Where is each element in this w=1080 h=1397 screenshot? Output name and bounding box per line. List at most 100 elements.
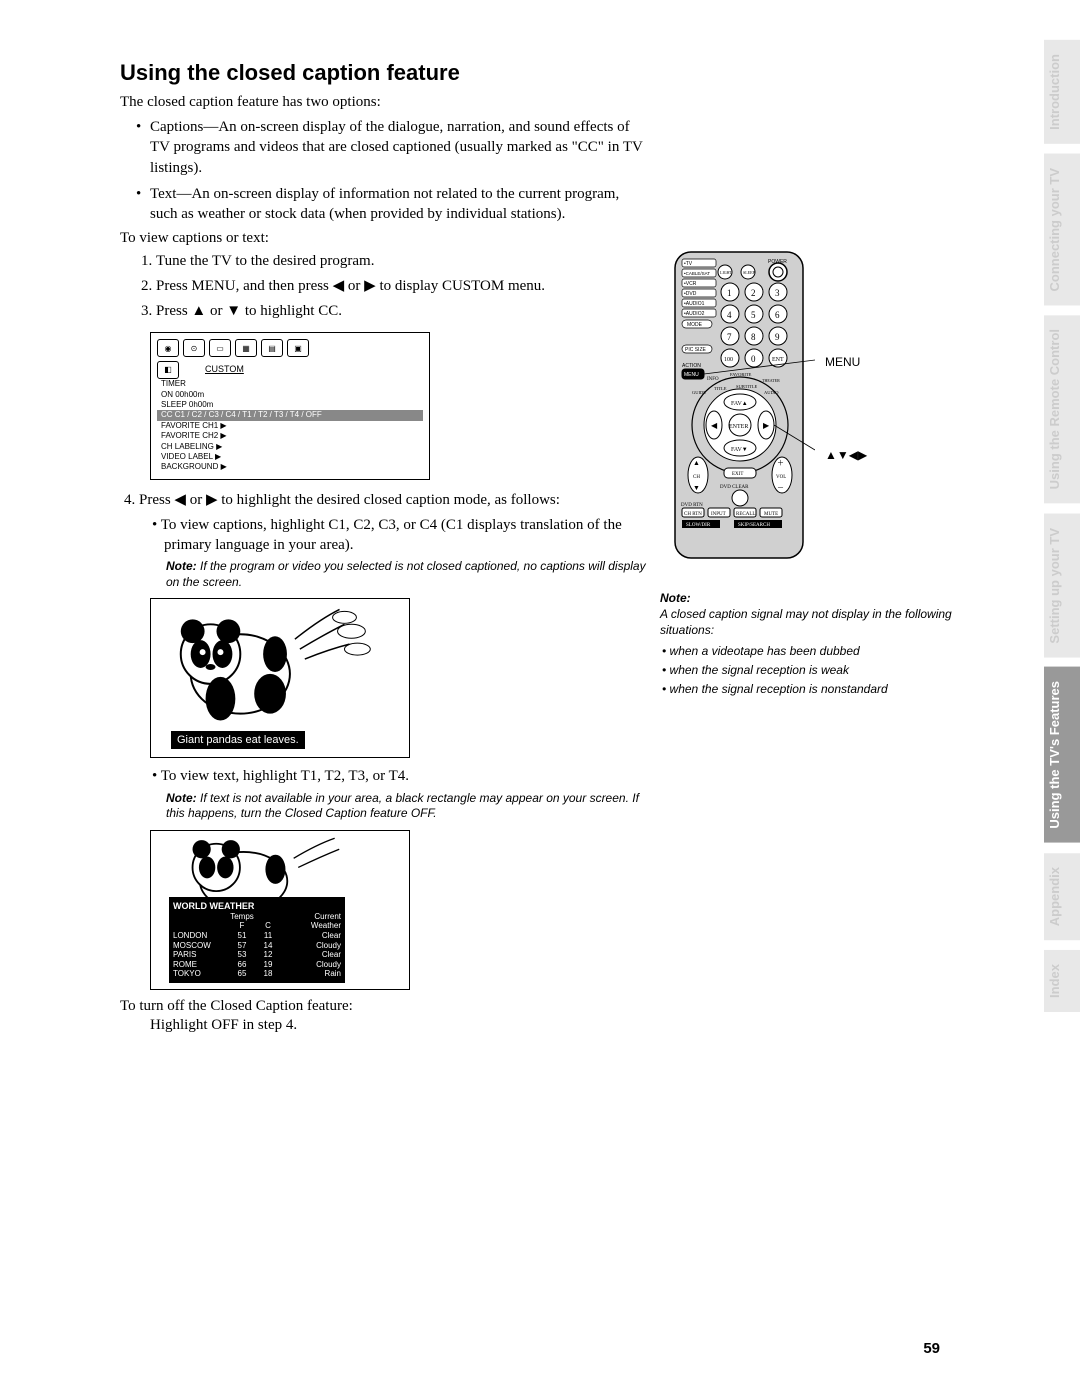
svg-text:EXIT: EXIT: [732, 472, 743, 477]
sidebar-tabs: Introduction Connecting your TV Using th…: [1044, 40, 1080, 1022]
svg-text:7: 7: [727, 332, 732, 342]
svg-text:CH: CH: [693, 475, 700, 480]
svg-text:－: －: [777, 484, 784, 492]
menu-row: FAVORITE CH1 ▶: [157, 421, 423, 431]
steps-list: Tune the TV to the desired program. Pres…: [120, 251, 650, 322]
svg-text:•TV: •TV: [684, 261, 693, 267]
view-label: To view captions or text:: [120, 230, 650, 247]
svg-text:FAVORITE: FAVORITE: [730, 372, 752, 377]
svg-text:4: 4: [727, 310, 732, 320]
note-2-text: If text is not available in your area, a…: [166, 791, 639, 821]
svg-text:8: 8: [751, 332, 756, 342]
panda-svg: [151, 599, 409, 729]
remote-arrows-label: ▲▼◀▶: [825, 448, 867, 462]
weather-row: LONDON5111Clear: [173, 931, 341, 941]
svg-text:1: 1: [727, 288, 732, 298]
custom-menu-diagram: ◉ ⊙ ▭ ▦ ▤ ▣ ◧ CUSTOM TIMER ON 00h00m SLE…: [150, 332, 430, 480]
menu-row: FAVORITE CH2 ▶: [157, 431, 423, 441]
weather-subheader: FCWeather: [173, 921, 341, 931]
note-item: when the signal reception is weak: [662, 662, 980, 678]
tab-connecting[interactable]: Connecting your TV: [1044, 154, 1080, 306]
right-note-label: Note:: [660, 591, 691, 605]
tab-appendix[interactable]: Appendix: [1044, 853, 1080, 940]
step-1: Tune the TV to the desired program.: [156, 251, 650, 272]
menu-row: BACKGROUND ▶: [157, 462, 423, 472]
menu-body: ◧ CUSTOM TIMER ON 00h00m SLEEP 0h00m CC …: [157, 361, 423, 473]
svg-text:SKIP/SEARCH: SKIP/SEARCH: [738, 523, 770, 528]
svg-text:ACTION: ACTION: [682, 363, 701, 369]
turnoff-sub: Highlight OFF in step 4.: [120, 1017, 650, 1034]
svg-text:MUTE: MUTE: [764, 512, 778, 517]
menu-icon: ◉: [157, 339, 179, 357]
tab-introduction[interactable]: Introduction: [1044, 40, 1080, 144]
panda-illustration: Giant pandas eat leaves.: [150, 598, 410, 758]
note-2: Note: If text is not available in your a…: [120, 791, 650, 822]
svg-text:INPUT: INPUT: [711, 512, 726, 517]
turnoff-label: To turn off the Closed Caption feature:: [120, 998, 650, 1015]
svg-text:ENTER: ENTER: [729, 424, 748, 430]
svg-text:INFO: INFO: [707, 377, 719, 382]
svg-text:•AUDIO2: •AUDIO2: [684, 311, 705, 317]
page-title: Using the closed caption feature: [120, 60, 650, 86]
step4-sub-captions: • To view captions, highlight C1, C2, C3…: [120, 515, 650, 556]
svg-text:◀: ◀: [711, 421, 718, 430]
tab-remote[interactable]: Using the Remote Control: [1044, 315, 1080, 503]
svg-text:SLEEP: SLEEP: [743, 270, 756, 275]
menu-row: SLEEP 0h00m: [157, 400, 423, 410]
tab-index[interactable]: Index: [1044, 950, 1080, 1012]
main-content: Using the closed caption feature The clo…: [120, 60, 650, 1034]
bullet-text: Text—An on-screen display of information…: [150, 184, 650, 225]
svg-text:•AUDIO1: •AUDIO1: [684, 301, 705, 307]
svg-text:•VCR: •VCR: [684, 281, 697, 287]
svg-text:RECALL: RECALL: [736, 512, 755, 517]
step-3: Press ▲ or ▼ to highlight CC.: [156, 301, 650, 322]
remote-menu-label: MENU: [825, 355, 860, 369]
menu-icon: ▤: [261, 339, 283, 357]
svg-text:3: 3: [775, 288, 780, 298]
note-item: when a videotape has been dubbed: [662, 643, 980, 659]
note-label: Note:: [166, 559, 197, 573]
text-bullet: • To view text, highlight T1, T2, T3, or…: [120, 766, 650, 786]
svg-text:DVD CLEAR: DVD CLEAR: [720, 485, 749, 490]
svg-text:DVD RTN: DVD RTN: [681, 503, 703, 508]
note-1-text: If the program or video you selected is …: [166, 559, 646, 589]
weather-table: WORLD WEATHER TempsCurrent FCWeather LON…: [169, 897, 345, 983]
right-column: •TV •CABLE/SAT •VCR •DVD •AUDIO1 •AUDIO2…: [660, 60, 980, 700]
svg-text:0: 0: [751, 354, 756, 364]
weather-row: PARIS5312Clear: [173, 950, 341, 960]
svg-text:LIGHT: LIGHT: [720, 270, 733, 275]
svg-text:SLOW/DIR: SLOW/DIR: [686, 523, 711, 528]
menu-row-cc: CC C1 / C2 / C3 / C4 / T1 / T2 / T3 / T4…: [157, 410, 423, 420]
menu-icon: ⊙: [183, 339, 205, 357]
right-note-intro: A closed caption signal may not display …: [660, 607, 952, 637]
menu-icon: ▣: [287, 339, 309, 357]
custom-icon: ◧: [157, 361, 179, 379]
tab-setup[interactable]: Setting up your TV: [1044, 514, 1080, 658]
svg-text:ENT: ENT: [772, 357, 784, 363]
svg-text:FAV▲: FAV▲: [731, 401, 748, 407]
weather-header: TempsCurrent: [173, 912, 341, 922]
right-note: Note: A closed caption signal may not di…: [660, 590, 980, 697]
svg-text:CH RTN: CH RTN: [684, 512, 702, 517]
intro-text: The closed caption feature has two optio…: [120, 94, 650, 111]
tab-features[interactable]: Using the TV's Features: [1044, 667, 1080, 843]
svg-text:100: 100: [724, 357, 733, 363]
step-4: 4. Press ◀ or ▶ to highlight the desired…: [120, 490, 650, 511]
weather-illustration: WORLD WEATHER TempsCurrent FCWeather LON…: [150, 830, 410, 990]
svg-text:MENU: MENU: [684, 372, 699, 378]
remote-svg: •TV •CABLE/SAT •VCR •DVD •AUDIO1 •AUDIO2…: [670, 250, 815, 560]
svg-text:VOL: VOL: [776, 475, 786, 480]
menu-row: CH LABELING ▶: [157, 442, 423, 452]
weather-title: WORLD WEATHER: [173, 901, 341, 912]
right-note-list: when a videotape has been dubbed when th…: [660, 643, 980, 698]
menu-row: VIDEO LABEL ▶: [157, 452, 423, 462]
bullet-captions: Captions—An on-screen display of the dia…: [150, 117, 650, 178]
svg-text:▲: ▲: [693, 459, 700, 467]
svg-text:PIC SIZE: PIC SIZE: [685, 347, 707, 353]
note-label: Note:: [166, 791, 197, 805]
menu-icon: ▭: [209, 339, 231, 357]
weather-row: ROME6619Cloudy: [173, 960, 341, 970]
page-number: 59: [923, 1340, 940, 1357]
weather-row: MOSCOW5714Cloudy: [173, 941, 341, 951]
weather-row: TOKYO6518Rain: [173, 969, 341, 979]
